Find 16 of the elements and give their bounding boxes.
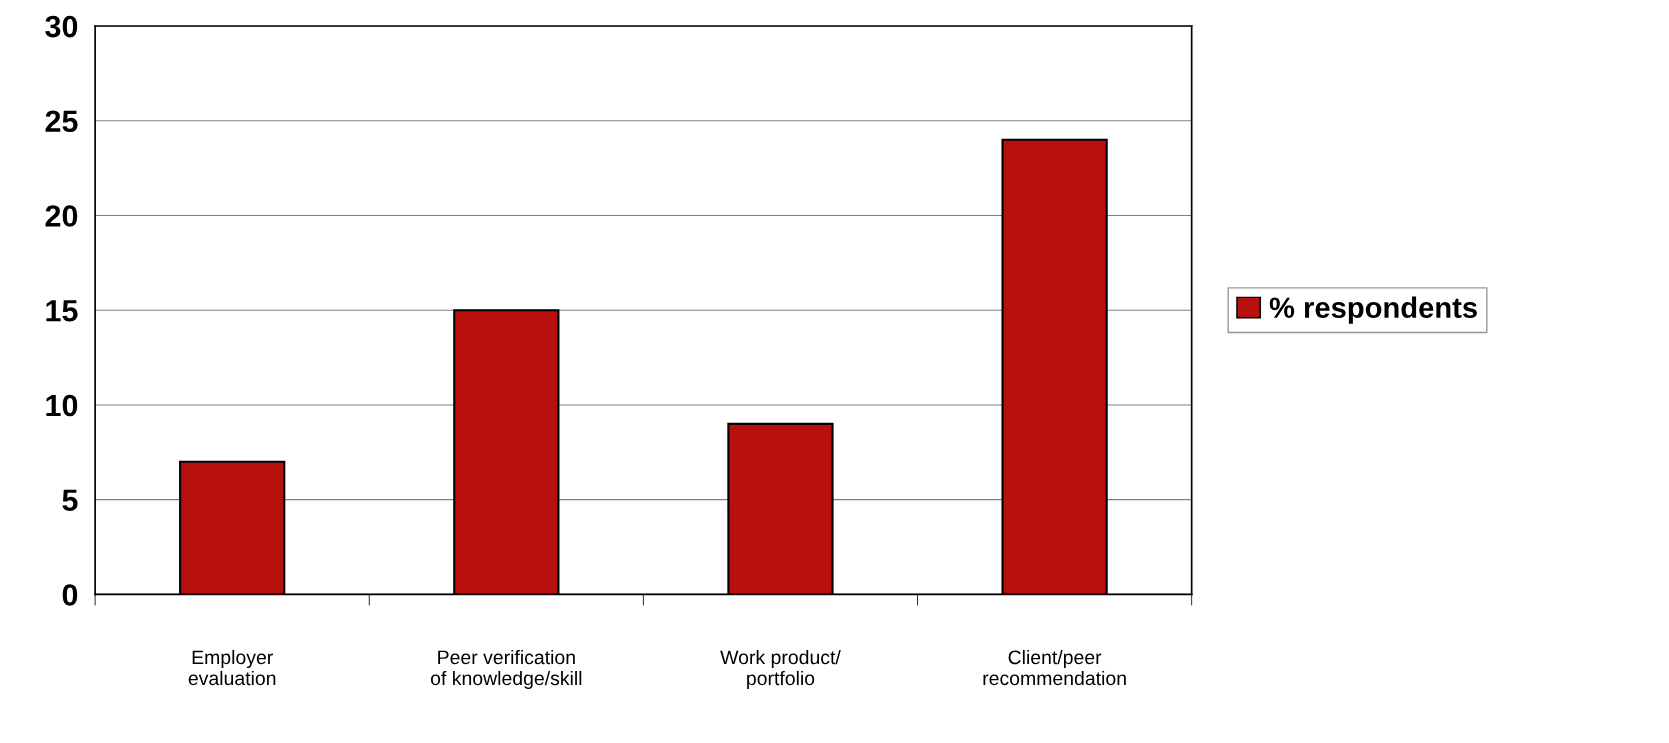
- x-tick-label: Work product/ portfolio: [720, 649, 841, 690]
- y-tick-label: 10: [46, 394, 78, 417]
- x-tick-label: Employer evaluation: [188, 649, 276, 686]
- y-tick-label: 5: [62, 489, 78, 512]
- y-tick-label: 15: [46, 300, 78, 322]
- legend-label: % respondents: [1269, 296, 1477, 324]
- y-tick-label: 20: [45, 205, 78, 227]
- bar: [727, 422, 834, 595]
- x-tick-label: Client/peer recommendation: [983, 649, 1126, 686]
- bar: [179, 460, 286, 595]
- y-tick-label: 25: [45, 110, 78, 133]
- bar: [1001, 138, 1108, 595]
- bar: [453, 309, 560, 595]
- y-tick-label: 30: [45, 15, 78, 38]
- y-tick-label: 0: [62, 584, 78, 606]
- x-tick-label: Peer verification of knowledge/skill: [430, 649, 582, 690]
